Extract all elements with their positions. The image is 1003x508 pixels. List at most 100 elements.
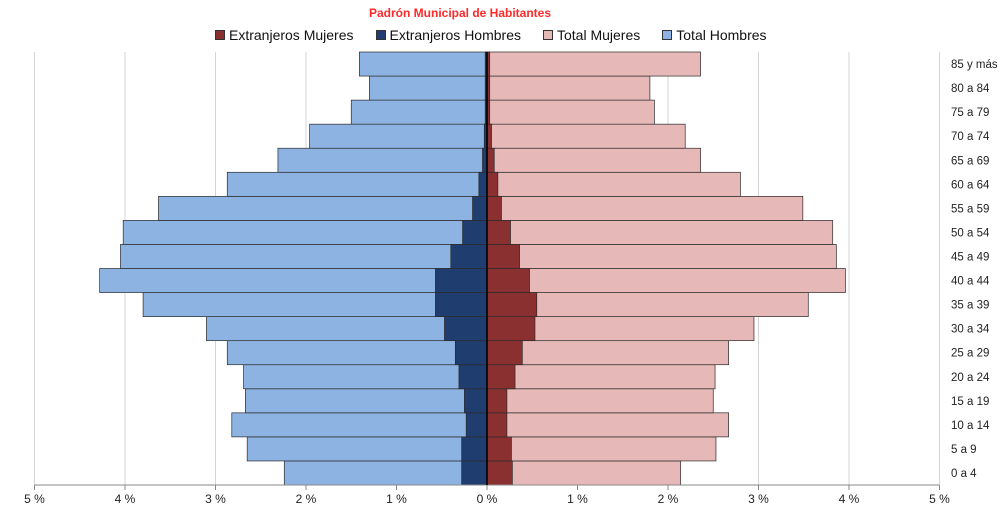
x-tick-label: 0 % [477, 492, 498, 506]
legend-label-total-mujeres: Total Mujeres [557, 27, 641, 43]
bar-total-hombres [122, 220, 488, 245]
bar-extranjeros-mujeres [486, 220, 511, 245]
legend-swatch-total-hombres [662, 30, 673, 40]
age-group-label: 5 a 9 [951, 444, 977, 456]
bar-total-hombres [350, 99, 488, 125]
age-group-label: 35 a 39 [951, 300, 989, 312]
age-group-label: 85 y más [951, 59, 998, 71]
bar-extranjeros-mujeres [486, 340, 523, 366]
bar-extranjeros-mujeres [486, 316, 536, 342]
x-tick-label: 2 % [296, 492, 317, 506]
bar-total-mujeres [486, 244, 837, 269]
age-group-label: 50 a 54 [951, 227, 990, 239]
bar-total-hombres [206, 316, 488, 342]
foreign-bars [435, 51, 538, 486]
bar-extranjeros-mujeres [486, 412, 508, 438]
bar-extranjeros-hombres [458, 364, 488, 390]
bar-total-mujeres [486, 268, 846, 293]
age-group-label: 70 a 74 [951, 131, 990, 143]
bar-extranjeros-mujeres [486, 147, 495, 173]
axes [34, 52, 940, 490]
bar-total-mujeres [486, 123, 686, 149]
x-tick-label: 1 % [386, 492, 407, 506]
bar-total-hombres [245, 388, 488, 414]
legend-swatch-total-mujeres [543, 30, 553, 40]
x-tick-label: 2 % [658, 492, 679, 506]
age-group-label: 15 a 19 [951, 396, 989, 408]
bar-total-hombres [99, 268, 488, 293]
age-group-label: 75 a 79 [951, 107, 989, 119]
legend-swatch-extranjeros-mujeres [215, 30, 225, 40]
bar-total-mujeres [486, 364, 716, 390]
bar-total-mujeres [486, 51, 701, 77]
bar-total-mujeres [486, 171, 741, 197]
bar-extranjeros-hombres [444, 316, 488, 342]
bar-total-hombres [277, 147, 488, 173]
x-tick-label: 4 % [839, 492, 860, 506]
age-group-label: 10 a 14 [951, 420, 990, 432]
age-group-label: 0 a 4 [951, 468, 977, 480]
bar-total-hombres [226, 171, 488, 197]
age-group-label: 40 a 44 [951, 276, 990, 288]
x-tick-label: 3 % [748, 492, 769, 506]
bar-extranjeros-hombres [461, 460, 488, 486]
age-group-label: 65 a 69 [951, 155, 989, 167]
bar-extranjeros-hombres [462, 220, 488, 245]
bar-total-mujeres [486, 292, 809, 317]
age-group-label: 45 a 49 [951, 251, 989, 263]
bar-total-hombres [283, 460, 488, 486]
legend-label-total-hombres: Total Hombres [676, 27, 767, 43]
bar-total-hombres [158, 195, 488, 221]
total-bars [99, 51, 846, 486]
bar-total-mujeres [486, 436, 717, 462]
chart-title: Padrón Municipal de Habitantes [368, 6, 552, 20]
bar-extranjeros-hombres [464, 388, 488, 414]
legend-item-total-hombres: Total Hombres [662, 27, 767, 43]
bar-extranjeros-mujeres [486, 195, 502, 221]
bar-extranjeros-mujeres [486, 244, 520, 269]
bar-extranjeros-hombres [454, 340, 488, 366]
bar-extranjeros-hombres [472, 195, 488, 221]
legend-label-extranjeros-hombres: Extranjeros Hombres [389, 27, 522, 43]
bar-extranjeros-mujeres [486, 460, 513, 486]
x-tick-label: 5 % [929, 492, 950, 506]
bar-total-hombres [226, 340, 488, 366]
bar-total-hombres [231, 412, 488, 438]
bar-extranjeros-mujeres [486, 388, 508, 414]
bar-total-hombres [243, 364, 488, 390]
age-group-label: 25 a 29 [951, 348, 989, 360]
x-tick-label: 5 % [24, 492, 45, 506]
bar-total-mujeres [486, 220, 834, 245]
bar-total-hombres [120, 244, 488, 269]
legend: Extranjeros Mujeres Extranjeros Hombres … [215, 25, 789, 45]
bar-total-hombres [142, 292, 488, 317]
age-group-label: 60 a 64 [951, 179, 990, 191]
bar-extranjeros-hombres [478, 171, 488, 197]
age-group-label: 30 a 34 [951, 324, 990, 336]
bar-total-mujeres [486, 147, 701, 173]
bar-extranjeros-hombres [450, 244, 488, 269]
bar-total-hombres [359, 51, 488, 77]
bar-extranjeros-hombres [461, 436, 488, 462]
x-tick-label: 4 % [115, 492, 136, 506]
legend-item-total-mujeres: Total Mujeres [543, 27, 640, 43]
bar-extranjeros-mujeres [486, 268, 530, 293]
age-group-labels: 0 a 4 5 a 9 10 a 14 15 a 19 20 a 24 25 a 29 30… [951, 59, 998, 480]
legend-label-extranjeros-mujeres: Extranjeros Mujeres [229, 27, 354, 43]
bar-extranjeros-mujeres [486, 364, 516, 390]
legend-item-extranjeros-mujeres: Extranjeros Mujeres [215, 27, 354, 43]
bar-extranjeros-hombres [435, 292, 488, 317]
legend-item-extranjeros-hombres: Extranjeros Hombres [375, 27, 522, 43]
bar-total-hombres [309, 123, 488, 149]
bar-total-mujeres [486, 75, 651, 101]
bar-total-hombres [246, 436, 488, 462]
x-tick-label: 1 % [567, 492, 588, 506]
bar-total-hombres [369, 75, 488, 101]
age-group-label: 55 a 59 [951, 203, 989, 215]
bar-extranjeros-hombres [435, 268, 488, 293]
bar-total-mujeres [486, 340, 729, 366]
bar-total-mujeres [486, 388, 714, 414]
legend-swatch-extranjeros-hombres [375, 30, 386, 40]
bar-total-mujeres [486, 195, 804, 221]
